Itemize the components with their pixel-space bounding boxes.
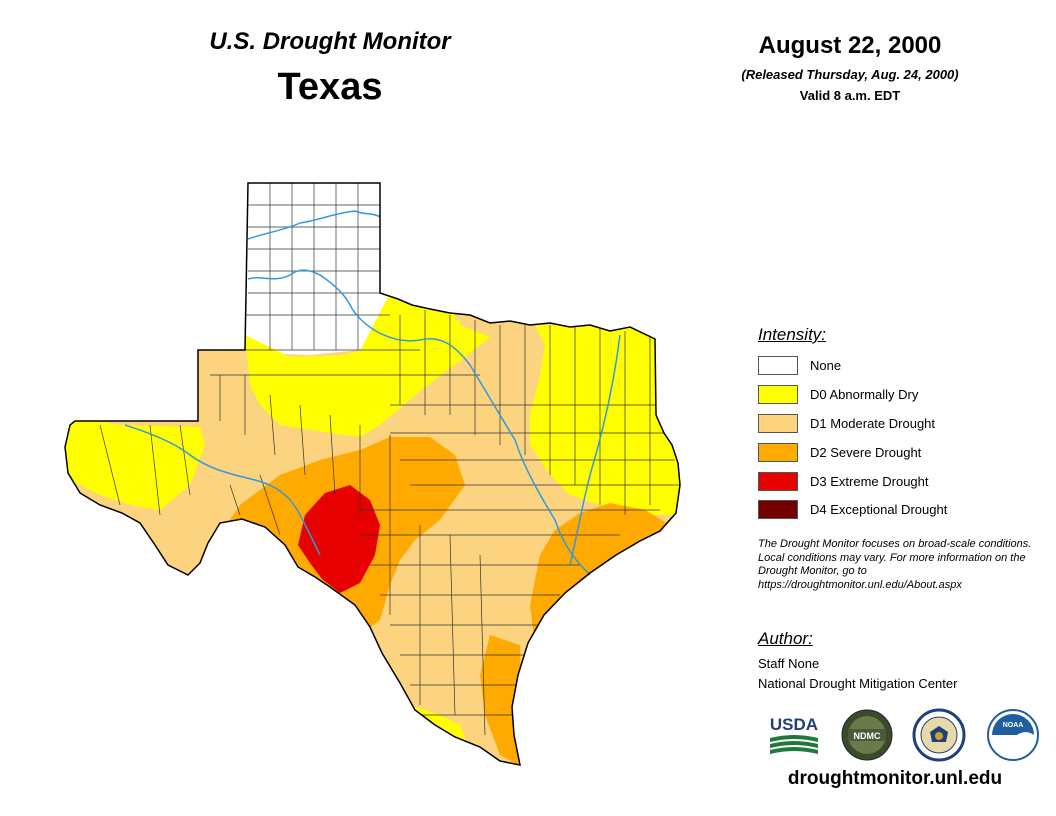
county-lines — [99, 183, 680, 736]
canadian-river — [247, 210, 381, 240]
commerce-logo — [912, 708, 966, 762]
d3-extreme-drought-area — [298, 485, 380, 593]
legend-title: Intensity: — [758, 325, 827, 344]
usda-logo-text: USDA — [770, 715, 818, 734]
ndmc-logo: NDMC — [841, 709, 893, 761]
brazos-river — [247, 269, 591, 576]
legend-item-none: None — [758, 354, 841, 376]
website-url[interactable]: droughtmonitor.unl.edu — [787, 768, 1003, 789]
map-title: Texas — [277, 66, 383, 108]
legend-label: D4 Exceptional Drought — [810, 501, 948, 517]
d2-severe-drought-south-coast — [480, 635, 522, 765]
d0-abnormally-dry-west — [65, 415, 205, 510]
texas-state-outline — [64, 182, 681, 766]
rivers — [124, 210, 621, 576]
legend-item-d0: D0 Abnormally Dry — [758, 383, 918, 405]
legend-swatch — [758, 442, 798, 462]
legend-label: D3 Extreme Drought — [810, 473, 929, 489]
d0-band-north-thin — [240, 293, 455, 367]
none-area-panhandle — [240, 183, 400, 355]
rio-grande — [124, 424, 321, 556]
texas-drought-map — [64, 182, 681, 766]
ndmc-logo-text: NDMC — [854, 731, 881, 741]
d0-abnormally-dry-north — [245, 320, 490, 437]
noaa-logo-text: NOAA — [1003, 722, 1024, 729]
legend-swatch — [758, 413, 798, 433]
legend-item-d2: D2 Severe Drought — [758, 441, 921, 463]
legend-swatch — [758, 499, 798, 519]
release-date: (Released Thursday, Aug. 24, 2000) — [741, 67, 959, 82]
trinity-river — [569, 334, 621, 566]
legend-label: D1 Moderate Drought — [810, 415, 936, 431]
author-name: Staff None — [758, 656, 820, 671]
author-heading: Author: — [758, 629, 813, 648]
legend-item-d3: D3 Extreme Drought — [758, 470, 929, 492]
legend-swatch — [758, 355, 798, 375]
map-subtitle: U.S. Drought Monitor — [209, 28, 451, 55]
noaa-logo: NOAA — [987, 709, 1039, 761]
legend-item-d4: D4 Exceptional Drought — [758, 498, 947, 520]
map-date: August 22, 2000 — [758, 32, 942, 59]
legend-swatch — [758, 471, 798, 491]
usda-logo: USDA — [770, 715, 818, 754]
author-organization: National Drought Mitigation Center — [758, 676, 958, 691]
legend-swatch — [758, 384, 798, 404]
legend-label: D0 Abnormally Dry — [810, 386, 919, 402]
legend-label: D2 Severe Drought — [810, 444, 922, 460]
legend-label: None — [810, 357, 842, 373]
drought-monitor-note: The Drought Monitor focuses on broad-sca… — [758, 538, 1032, 591]
legend-item-d1: D1 Moderate Drought — [758, 412, 935, 434]
valid-time: Valid 8 a.m. EDT — [799, 88, 901, 103]
